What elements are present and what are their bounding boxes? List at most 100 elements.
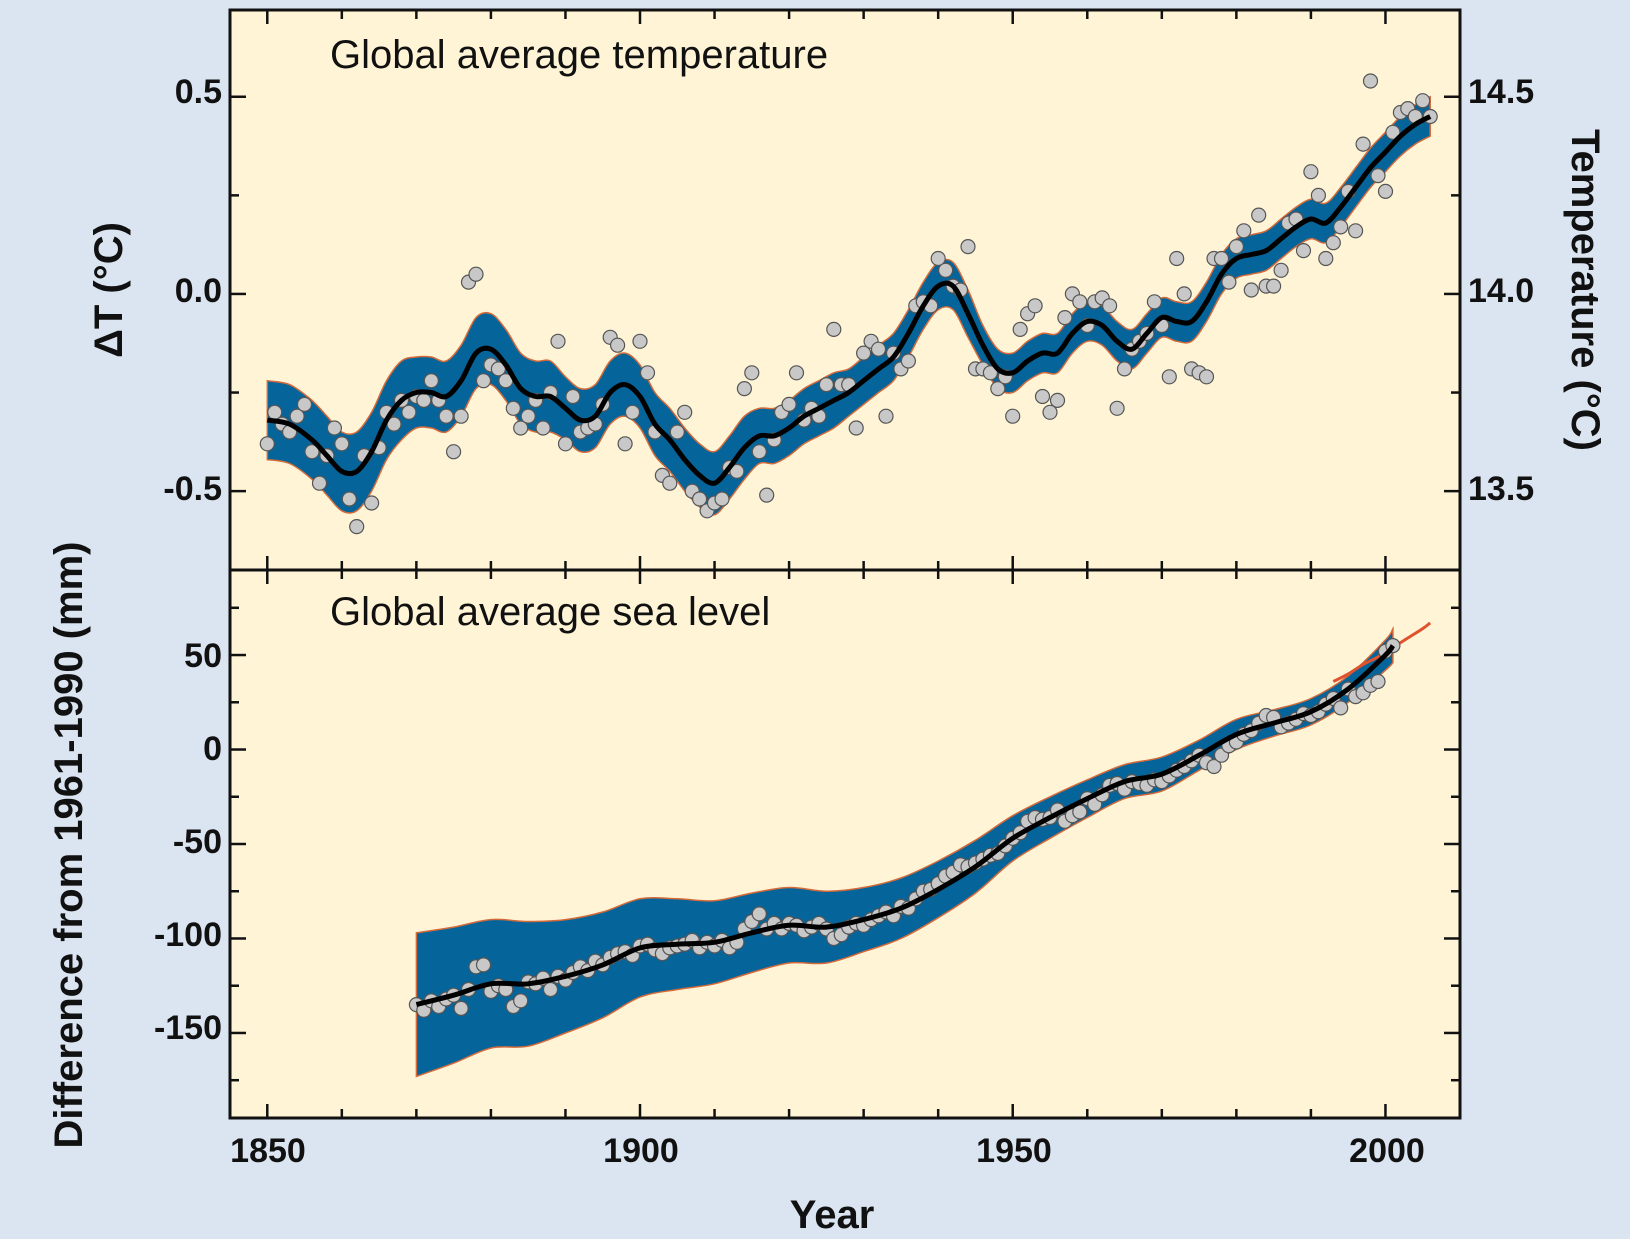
- temperature-annual-point: [259, 436, 275, 452]
- temperature-annual-point: [505, 400, 521, 416]
- sea-y-tick-label: -150: [154, 1009, 222, 1047]
- temperature-uncertainty-band: [266, 95, 1431, 516]
- x-tick-label: 2000: [1349, 1132, 1425, 1170]
- temperature-annual-point: [1325, 235, 1341, 251]
- temperature-annual-point: [453, 408, 469, 424]
- temperature-annual-point: [490, 361, 506, 377]
- temperature-annual-point: [609, 337, 626, 353]
- temperature-annual-point: [632, 333, 648, 349]
- temperature-annual-point: [296, 396, 313, 412]
- temperature-annual-point: [1012, 321, 1028, 337]
- temperature-annual-point: [1295, 243, 1312, 259]
- temperature-annual-point: [468, 266, 484, 282]
- sea-level-smoothed-line: [415, 644, 1396, 1008]
- temp-y-tick-label: 0.0: [175, 272, 222, 310]
- temperature-annual-point: [423, 373, 439, 389]
- temperature-annual-point: [930, 250, 946, 267]
- temperature-annual-point: [729, 463, 745, 479]
- temperature-annual-point: [826, 321, 842, 337]
- temperature-annual-point: [677, 404, 693, 420]
- temperature-annual-point: [818, 377, 835, 393]
- sea-level-annual-point: [453, 1000, 469, 1017]
- temperature-annual-point: [855, 345, 872, 361]
- temperature-annual-point: [520, 408, 536, 424]
- temperature-annual-point: [401, 404, 417, 420]
- x-tick-label: 1900: [603, 1132, 679, 1170]
- sea-y-tick-label: 50: [184, 637, 222, 675]
- temperature-annual-point: [751, 444, 767, 460]
- sea-y-axis-title: Difference from 1961-1990 (mm): [47, 542, 91, 1149]
- temperature-annual-point: [1236, 223, 1252, 239]
- temperature-annual-point: [669, 424, 685, 440]
- temperature-annual-point: [759, 487, 775, 503]
- sea-y-tick-label: -50: [173, 823, 222, 861]
- temperature-annual-point: [1362, 73, 1379, 89]
- sea-level-annual-point: [542, 981, 559, 998]
- temp-y-axis-title: ΔT (°C): [87, 222, 131, 358]
- temperature-annual-point: [870, 341, 887, 357]
- temperature-annual-point: [744, 365, 760, 381]
- temperature-annual-point: [1355, 136, 1371, 152]
- temperature-annual-point: [788, 365, 805, 381]
- temperature-annual-point: [1027, 298, 1043, 314]
- sea-level-uncertainty-band: [415, 626, 1394, 1078]
- sea-level-data-layer: [408, 621, 1432, 1078]
- temperature-annual-point: [624, 404, 641, 420]
- temperature-annual-point: [289, 408, 305, 424]
- temperature-annual-point: [960, 239, 976, 255]
- temperature-annual-point: [1377, 183, 1394, 199]
- temperature-annual-point: [878, 408, 894, 424]
- temp-right-tick-label: 14.0: [1468, 272, 1534, 310]
- temperature-annual-point: [1228, 239, 1245, 255]
- sea-level-annual-point: [751, 906, 767, 922]
- temperature-annual-point: [990, 381, 1006, 397]
- x-axis-title: Year: [790, 1193, 875, 1237]
- temperature-annual-point: [311, 475, 328, 491]
- temperature-annual-point: [334, 436, 350, 452]
- temperature-annual-point: [639, 365, 656, 381]
- temperature-annual-point: [446, 444, 462, 460]
- sea-y-tick-label: 0: [203, 730, 222, 768]
- temperature-data-layer: [259, 73, 1438, 535]
- temperature-annual-point: [1318, 250, 1334, 267]
- temperature-annual-point: [341, 491, 357, 507]
- temperature-annual-point: [557, 436, 574, 452]
- temperature-annual-point: [1034, 388, 1051, 405]
- temperature-annual-point: [349, 518, 365, 535]
- temperature-annual-point: [1273, 262, 1289, 278]
- temp-right-tick-label: 13.5: [1468, 470, 1534, 508]
- temp-right-axis-title: Temperature (°C): [1563, 129, 1607, 451]
- sea-level-annual-point: [1333, 700, 1349, 716]
- temperature-annual-point: [475, 373, 492, 389]
- temperature-annual-point: [416, 392, 432, 408]
- temperature-annual-point: [714, 491, 730, 507]
- temperature-annual-point: [1333, 219, 1349, 235]
- temperature-annual-point: [1370, 168, 1386, 184]
- temperature-annual-point: [1101, 298, 1118, 314]
- temperature-annual-point: [781, 396, 797, 412]
- sea-level-annual-point: [475, 957, 492, 973]
- temperature-annual-point: [848, 420, 864, 436]
- temperature-annual-point: [1161, 369, 1177, 385]
- temperature-annual-point: [1303, 164, 1319, 180]
- temp-y-tick-label: -0.5: [163, 470, 222, 508]
- temperature-annual-point: [1213, 250, 1230, 267]
- temperature-annual-point: [1146, 294, 1163, 310]
- temperature-panel-title: Global average temperature: [330, 33, 828, 77]
- temperature-annual-point: [1415, 93, 1431, 109]
- temperature-annual-point: [1198, 369, 1215, 385]
- temperature-annual-point: [1057, 310, 1073, 326]
- temperature-annual-point: [1005, 408, 1021, 424]
- temperature-annual-point: [736, 381, 753, 397]
- sea-y-tick-label: -100: [154, 916, 222, 954]
- temperature-annual-point: [364, 495, 380, 511]
- temperature-annual-point: [535, 420, 551, 436]
- sea-level-panel-title: Global average sea level: [330, 590, 770, 634]
- temperature-annual-point: [691, 491, 708, 507]
- temp-y-tick-label: 0.5: [175, 73, 222, 111]
- temperature-annual-point: [1251, 207, 1267, 223]
- temperature-annual-point: [617, 436, 633, 452]
- temperature-smoothed-line: [266, 114, 1432, 486]
- bottom-plot-frame: [228, 568, 1462, 1120]
